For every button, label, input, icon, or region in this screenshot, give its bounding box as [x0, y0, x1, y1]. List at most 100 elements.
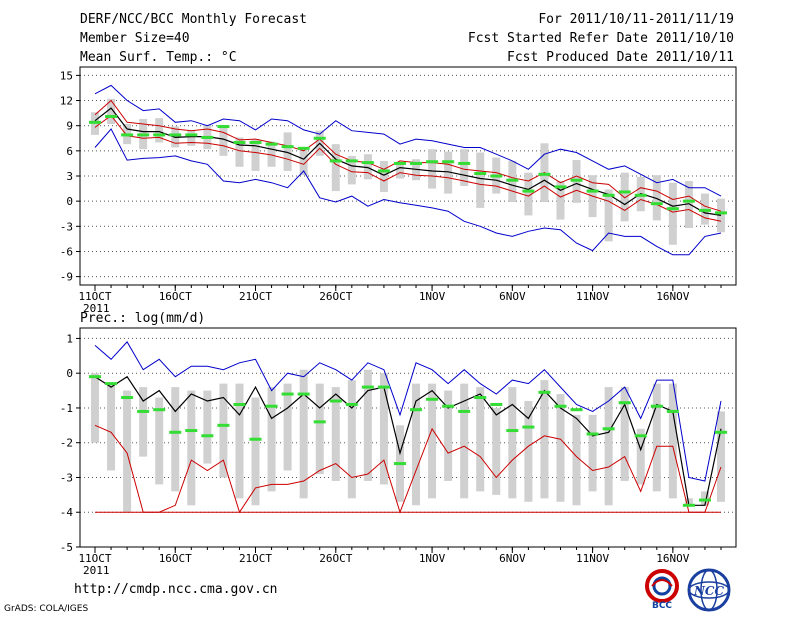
temp-marker [522, 189, 535, 193]
precip-marker [329, 399, 342, 403]
temp-marker [249, 140, 262, 144]
precip-ensemble-box [636, 428, 645, 485]
temp-marker [105, 114, 118, 118]
temp-year-label: 2011 [83, 302, 110, 315]
temp-marker [506, 178, 519, 182]
temp-marker [490, 174, 503, 178]
temp-marker [634, 193, 647, 197]
temp-ensemble-box [187, 129, 196, 146]
temp-xtick-label: 6NOV [499, 290, 526, 303]
temp-ensemble-box [363, 154, 372, 180]
precip-ensemble-box [588, 414, 597, 492]
precip-ensemble-box [460, 383, 469, 499]
precip-ensemble-box [331, 387, 340, 481]
temp-marker [682, 199, 695, 203]
member-size: Member Size=40 [80, 31, 190, 46]
temp-series-ens-mean-lo [94, 114, 722, 222]
temp-ytick-label: 9 [66, 120, 73, 133]
ncc-logo-text: NCC [693, 584, 725, 598]
precip-ensemble-box [476, 387, 485, 492]
temp-xtick-label: 11NOV [576, 290, 609, 303]
temp-marker [715, 211, 727, 215]
temp-ensemble-box [524, 172, 533, 216]
precip-ensemble-box [540, 380, 549, 499]
temp-marker [474, 171, 487, 175]
precip-ensemble-box [572, 414, 581, 506]
temp-panel-title: Mean Surf. Temp.: °C [80, 50, 237, 65]
precip-xtick-label: 6NOV [499, 552, 526, 565]
precip-ensemble-box [219, 383, 228, 478]
temp-marker [666, 207, 679, 211]
temp-ensemble-box [604, 189, 613, 242]
temp-xtick-label: 26OCT [319, 290, 352, 303]
temp-ensemble-box [331, 144, 340, 192]
precip-marker [297, 392, 310, 396]
precip-ensemble-box [379, 373, 388, 485]
precip-ensemble-box [171, 387, 180, 492]
temp-ensemble-box [251, 139, 260, 171]
temp-series-ens-mean-hi [94, 99, 722, 212]
precip-ensemble-box [652, 383, 661, 492]
precip-marker [121, 396, 134, 400]
ncc-logo-icon: NCC [687, 568, 731, 612]
temp-ensemble-box [668, 182, 677, 245]
forecast-start-date: Fcst Started Refer Date 2011/10/10 [467, 31, 734, 46]
temp-marker [121, 133, 134, 137]
temp-series-max [94, 84, 722, 197]
precip-xtick-label: 21OCT [239, 552, 272, 565]
precip-ensemble-box [556, 394, 565, 502]
precip-ensemble-box [604, 387, 613, 506]
precip-marker [490, 402, 503, 406]
temp-ensemble-box [155, 118, 164, 143]
precip-ensemble-box [299, 369, 308, 499]
temp-xtick-label: 21OCT [239, 290, 272, 303]
precip-marker [682, 503, 695, 507]
precip-panel: 1 0 -1 -2 -3 -4 -5 11OCT 16OCT 21OCT 26OCT 1NOV 6NOV… [60, 327, 737, 577]
temp-ensemble-box [235, 137, 244, 167]
forecast-produced-date: Fcst Produced Date 2011/10/11 [507, 50, 734, 65]
precip-ensemble-box [444, 390, 453, 481]
precip-marker [313, 420, 326, 424]
temp-ensemble-box [684, 181, 693, 228]
temp-marker [426, 160, 439, 164]
temp-marker [570, 178, 583, 182]
precip-marker [666, 409, 679, 413]
temp-series-mean [94, 107, 722, 216]
precip-marker [570, 408, 583, 412]
temp-marker [185, 133, 198, 137]
precip-panel-title: Prec.: log(mm/d) [80, 311, 206, 326]
precip-marker [554, 404, 567, 408]
precip-marker [345, 402, 358, 406]
temp-marker [698, 208, 711, 212]
precip-marker [201, 434, 214, 438]
temp-marker [361, 161, 374, 165]
precip-ensemble-box [412, 383, 421, 506]
precip-ensemble-box [668, 383, 677, 499]
precip-ytick-label: -4 [60, 506, 74, 519]
temp-panel: 15 12 9 6 3 0 -3 -6 -9 11OCT 16OCT 21OCT 26OCT 1NOV 6N… [60, 66, 737, 315]
precip-ensemble-box [620, 387, 629, 481]
precip-frame [79, 327, 737, 548]
precip-marker [618, 401, 631, 405]
precip-ensemble-box [187, 390, 196, 506]
temp-ytick-label: -3 [60, 220, 73, 233]
precip-marker [586, 432, 599, 436]
temp-ensemble-box [460, 149, 469, 187]
precip-marker [458, 409, 471, 413]
temp-series-min [94, 128, 722, 256]
temp-ytick-label: 12 [60, 95, 73, 108]
precip-marker [410, 408, 423, 412]
temp-xtick-label: 16NOV [656, 290, 689, 303]
precip-ytick-label: -3 [60, 471, 73, 484]
temp-ytick-label: 15 [60, 69, 73, 82]
temp-xtick-label: 11OCT [78, 290, 111, 303]
precip-ensemble-box [363, 369, 372, 481]
temp-marker [618, 190, 631, 194]
temp-ensemble-box [219, 126, 228, 156]
precip-marker [506, 429, 519, 433]
precip-ytick-label: -1 [60, 402, 73, 415]
precip-marker [233, 402, 246, 406]
temp-marker [281, 145, 294, 149]
source-url[interactable]: http://cmdp.ncc.cma.gov.cn [74, 582, 278, 597]
temp-ensemble-box [379, 160, 388, 192]
